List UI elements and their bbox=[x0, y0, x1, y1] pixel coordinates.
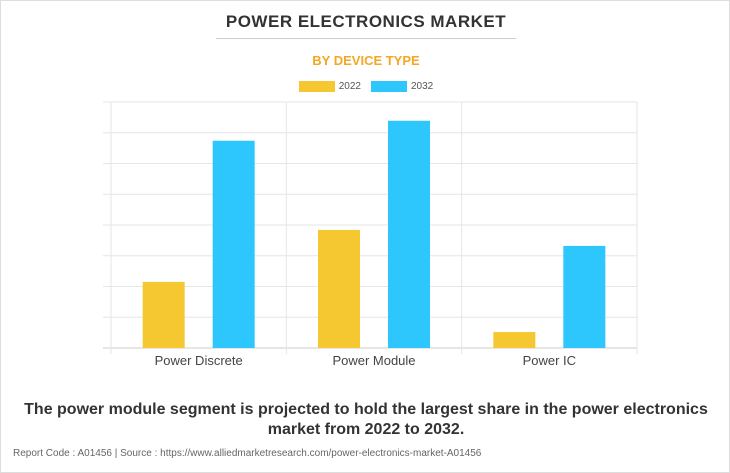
x-tick-label: Power Discrete bbox=[155, 353, 243, 368]
bar-chart-plot: Power Discrete Power Module Power IC bbox=[103, 101, 638, 368]
legend-swatch-2022 bbox=[298, 81, 335, 92]
legend-label-2022: 2022 bbox=[338, 81, 361, 92]
legend-item-2032[interactable]: 2032 bbox=[371, 81, 433, 92]
chart-caption: The power module segment is projected to… bbox=[24, 401, 708, 438]
x-tick-label: Power IC bbox=[523, 353, 576, 368]
x-tick-label: Power Module bbox=[332, 353, 415, 368]
bar-2022-power-module bbox=[318, 229, 360, 348]
chart-title: POWER ELECTRONICS MARKET bbox=[225, 12, 507, 31]
bar-2022-power-discrete bbox=[142, 281, 185, 348]
bar-2022-power-ic bbox=[493, 332, 536, 348]
legend-swatch-2032 bbox=[371, 81, 407, 92]
bar-2032-power-module bbox=[388, 120, 430, 348]
chart-subtitle: BY DEVICE TYPE bbox=[312, 53, 420, 68]
legend-item-2022[interactable]: 2022 bbox=[298, 81, 361, 92]
bar-2032-power-discrete bbox=[212, 140, 255, 348]
bar-2032-power-ic bbox=[563, 245, 606, 348]
title-divider bbox=[216, 38, 516, 39]
legend: 2022 2032 bbox=[1, 81, 730, 92]
legend-label-2032: 2032 bbox=[411, 81, 434, 92]
source-footer: Report Code : A01456 | Source : https://… bbox=[13, 448, 482, 459]
